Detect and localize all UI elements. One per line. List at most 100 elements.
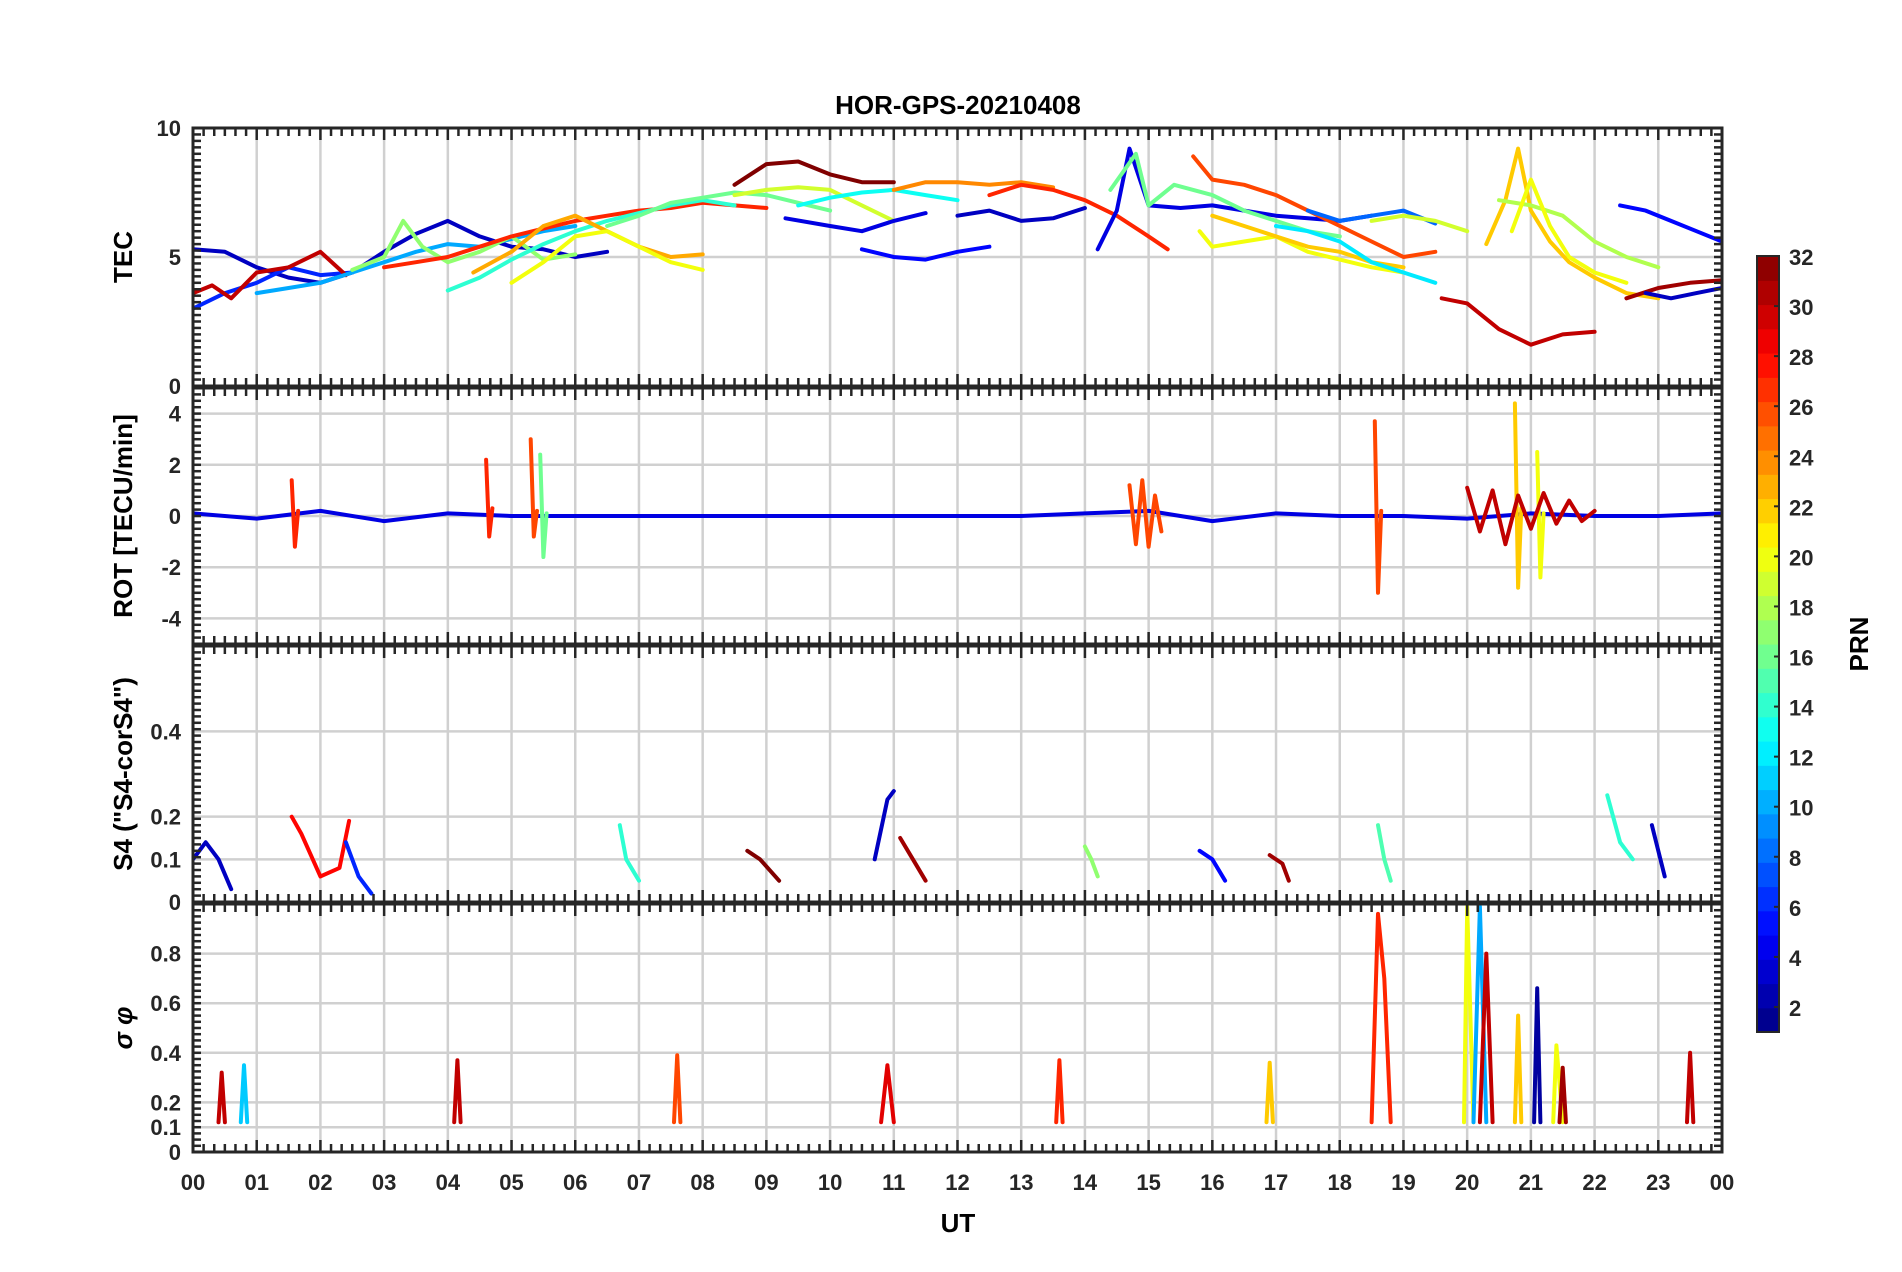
series-line-prn-6 xyxy=(193,265,355,311)
colorbar-tick-label: 4 xyxy=(1789,946,1802,971)
series-line-prn-22 xyxy=(1264,1060,1275,1125)
colorbar-segment xyxy=(1757,547,1779,572)
series-line-prn-31 xyxy=(1267,853,1291,883)
panel-frame xyxy=(191,902,1724,1154)
x-tick-label: 03 xyxy=(372,1170,396,1195)
colorbar-frame xyxy=(1756,255,1780,1033)
series-line-prn-18 xyxy=(1497,198,1661,270)
y-tick-label: 0 xyxy=(169,890,181,915)
series-line-prn-5 xyxy=(1618,203,1722,244)
x-tick-label: 23 xyxy=(1646,1170,1670,1195)
colorbar-segment xyxy=(1757,425,1779,451)
y-tick-label: 0.6 xyxy=(150,991,181,1016)
chart-title: HOR-GPS-20210408 xyxy=(835,90,1081,120)
series-line-prn-27 xyxy=(1054,1058,1065,1125)
y-tick-label: -4 xyxy=(161,606,181,631)
y-axis-label: σ φ xyxy=(108,1007,138,1050)
series-line-prn-17 xyxy=(350,218,578,272)
series-line-prn-30 xyxy=(452,1058,463,1125)
series-line-prn-30 xyxy=(193,249,348,301)
colorbar-tick-label: 14 xyxy=(1789,696,1814,721)
series-line-prn-20 xyxy=(1197,229,1406,275)
series-line-prn-27 xyxy=(382,200,769,270)
series-line-prn-26 xyxy=(1372,419,1384,595)
y-tick-label: 0.8 xyxy=(150,942,181,967)
series-line-prn-27 xyxy=(484,457,495,539)
series-line-prn-12 xyxy=(1274,224,1438,285)
series-line-prn-3 xyxy=(872,789,896,862)
colorbar-segment xyxy=(1757,522,1779,548)
y-axis-label: ROT [TECU/min] xyxy=(108,414,138,618)
colorbar-tick-label: 8 xyxy=(1789,846,1801,871)
panel-frame xyxy=(191,386,1724,646)
y-tick-label: 0.1 xyxy=(150,1115,181,1140)
colorbar-segment xyxy=(1757,280,1779,306)
x-tick-label: 15 xyxy=(1136,1170,1160,1195)
panel-frame xyxy=(191,644,1724,904)
series-group xyxy=(193,146,1722,347)
y-tick-label: 4 xyxy=(169,402,182,427)
colorbar-segment xyxy=(1757,935,1779,960)
y-tick-label: 0.1 xyxy=(150,847,181,872)
colorbar-segment xyxy=(1757,256,1779,281)
colorbar-segment xyxy=(1757,644,1779,669)
y-tick-label: 10 xyxy=(157,116,181,141)
colorbar-segment xyxy=(1757,498,1779,524)
colorbar-tick-label: 32 xyxy=(1789,245,1813,270)
colorbar-tick-label: 26 xyxy=(1789,395,1813,420)
series-line-prn-2 xyxy=(1532,986,1543,1125)
colorbar-tick-label: 28 xyxy=(1789,345,1813,370)
colorbar-segment xyxy=(1757,595,1779,621)
y-tick-label: 0 xyxy=(169,374,181,399)
colorbar-segment xyxy=(1757,886,1779,912)
series-line-prn-22 xyxy=(1512,401,1524,590)
series-line-prn-24 xyxy=(891,180,1056,192)
series-line-prn-19 xyxy=(1369,213,1470,234)
colorbar-segment xyxy=(1757,741,1779,766)
x-tick-label: 04 xyxy=(436,1170,461,1195)
y-tick-label: 5 xyxy=(169,245,181,270)
colorbar-segment xyxy=(1757,401,1779,427)
series-line-prn-20 xyxy=(1509,177,1629,285)
colorbar-label: PRN xyxy=(1844,617,1874,672)
series-line-prn-27 xyxy=(289,478,301,549)
series-line-prn-30 xyxy=(216,1070,227,1125)
y-tick-label: 0.4 xyxy=(150,1041,181,1066)
colorbar-segment xyxy=(1757,474,1779,500)
series-line-prn-30 xyxy=(1439,296,1597,347)
series-line-prn-14 xyxy=(445,198,737,293)
series-line-prn-20 xyxy=(509,229,705,285)
colorbar-segment xyxy=(1757,716,1779,742)
series-line-prn-26 xyxy=(1127,478,1164,549)
colorbar-segment xyxy=(1757,983,1779,1009)
series-line-prn-27 xyxy=(987,182,1170,252)
panel-rot: -4 -2 0 2 4 ROT [TECU/min] xyxy=(108,386,1724,646)
series-line-prn-27 xyxy=(1369,911,1393,1125)
series-line-prn-26 xyxy=(672,1053,683,1125)
colorbar-segment xyxy=(1757,450,1779,475)
series-line-prn-32 xyxy=(745,848,782,883)
y-tick-label: 0.2 xyxy=(150,805,181,830)
colorbar-segment xyxy=(1757,862,1779,888)
colorbar-segment xyxy=(1757,692,1779,718)
colorbar-segment xyxy=(1757,813,1779,839)
series-line-prn-31 xyxy=(898,836,928,883)
series-line-prn-20 xyxy=(1535,450,1546,580)
series-line-prn-29 xyxy=(879,1063,896,1125)
series-line-prn-22 xyxy=(1484,146,1661,301)
x-tick-label: 10 xyxy=(818,1170,842,1195)
series-line-prn-15 xyxy=(1376,823,1393,883)
panel-frame xyxy=(191,126,1724,388)
x-tick-label: 00 xyxy=(1710,1170,1734,1195)
series-group xyxy=(193,401,1722,595)
colorbar-segment xyxy=(1757,377,1779,403)
colorbar-tick-label: 10 xyxy=(1789,796,1813,821)
series-group xyxy=(193,789,1667,896)
x-tick-label: 22 xyxy=(1582,1170,1606,1195)
x-tick-label: 19 xyxy=(1391,1170,1415,1195)
y-tick-label: 2 xyxy=(169,453,181,478)
series-line-prn-10 xyxy=(254,224,578,296)
series-line-prn-30 xyxy=(1685,1050,1696,1125)
y-tick-label: 0 xyxy=(169,504,181,529)
